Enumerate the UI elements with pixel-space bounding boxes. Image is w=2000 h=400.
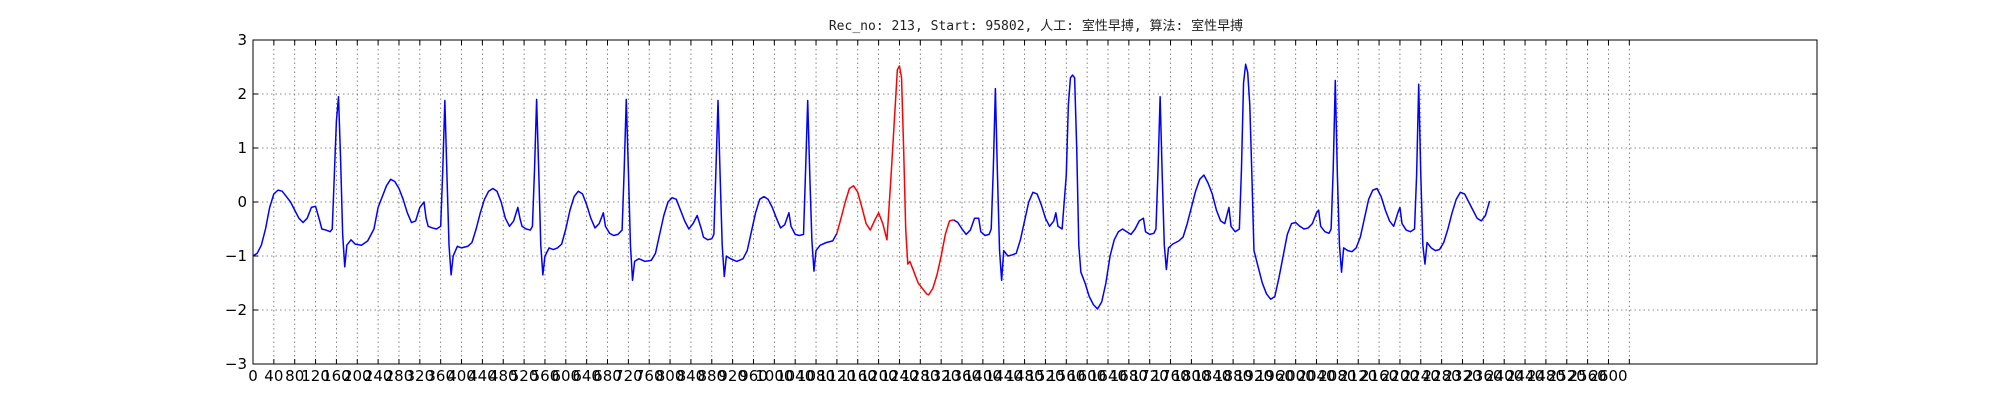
x-tick-label: 960 [739,367,768,385]
y-tick-label: 0 [237,193,247,211]
x-tick-label: 2240 [1402,367,1440,385]
x-tick-label: 560 [531,367,560,385]
x-tick-label: 2400 [1485,367,1523,385]
x-tick-label: 2200 [1381,367,1419,385]
x-tick-label: 2520 [1548,367,1586,385]
x-tick-label: 2040 [1297,367,1335,385]
x-tick-label: 2000 [1277,367,1315,385]
y-tick-label: −3 [225,355,247,373]
grid-layer [252,39,1817,365]
x-tick-label: 2440 [1506,367,1544,385]
x-tick-label: 520 [510,367,539,385]
x-tick-label: 2320 [1443,367,1481,385]
series-layer [252,63,1491,310]
x-tick-label: 1880 [1214,367,1252,385]
x-tick-label: 0 [248,367,258,385]
x-tick-label: 1080 [797,367,835,385]
x-tick-label: 2560 [1569,367,1607,385]
x-tick-label: 2160 [1360,367,1398,385]
x-tick-label: 1400 [964,367,1002,385]
x-tick-label: 400 [447,367,476,385]
x-tick-label: 2600 [1589,367,1627,385]
chart-title: Rec_no: 213, Start: 95802, 人工: 室性早搏, 算法:… [829,18,1243,34]
ecg-segment-2 [953,63,1491,310]
y-tick-label: 1 [237,139,247,157]
x-tick-label: 80 [285,367,304,385]
x-tick-label: 1440 [985,367,1023,385]
x-tick-label: 160 [322,367,351,385]
x-tick-label: 880 [697,367,726,385]
x-tick-label: 1320 [922,367,960,385]
x-tick-label: 1120 [818,367,856,385]
x-tick-label: 40 [264,367,283,385]
x-tick-label: 320 [406,367,435,385]
x-tick-label: 920 [718,367,747,385]
x-tick-label: 1720 [1131,367,1169,385]
x-tick-label: 2120 [1339,367,1377,385]
y-tick-label: −1 [225,247,247,265]
plot-frame [252,39,1818,365]
y-tick-label: 3 [237,31,247,49]
x-tick-label: 1920 [1235,367,1273,385]
x-tick-label: 2280 [1423,367,1461,385]
x-tick-label: 640 [572,367,601,385]
x-tick-label: 840 [677,367,706,385]
x-tick-label: 1560 [1047,367,1085,385]
x-tick-label: 1360 [943,367,981,385]
x-tick-label: 760 [635,367,664,385]
x-tick-label: 1480 [1005,367,1043,385]
x-tick-label: 1200 [860,367,898,385]
x-tick-label: 1280 [901,367,939,385]
x-tick-label: 2480 [1527,367,1565,385]
x-tick-label: 2080 [1318,367,1356,385]
x-tick-label: 360 [426,367,455,385]
x-tick-label: 280 [385,367,414,385]
x-tick-label: 1840 [1193,367,1231,385]
x-tick-label: 1600 [1068,367,1106,385]
y-tick-label: −2 [225,301,247,319]
x-tick-label: 1640 [1089,367,1127,385]
x-tick-label: 1160 [839,367,877,385]
x-tick-label: 680 [593,367,622,385]
ecg-segment-highlight-1 [836,65,954,296]
x-tick-label: 1520 [1026,367,1064,385]
x-tick-label: 800 [656,367,685,385]
x-tick-label: 1760 [1151,367,1189,385]
x-tick-label: 600 [551,367,580,385]
x-tick-label: 480 [489,367,518,385]
x-tick-label: 1800 [1172,367,1210,385]
x-tick-label: 1680 [1110,367,1148,385]
x-tick-label: 2360 [1464,367,1502,385]
x-tick-label: 1000 [755,367,793,385]
x-tick-label: 440 [468,367,497,385]
x-tick-label: 720 [614,367,643,385]
axis-layer: 0 40 8012016020024028032036040044048052056… [225,31,1817,385]
ecg-segment-0 [252,95,838,282]
x-tick-label: 240 [364,367,393,385]
x-tick-label: 200 [343,367,372,385]
x-tick-label: 1240 [880,367,918,385]
x-tick-label: 1960 [1256,367,1294,385]
x-tick-label: 120 [301,367,330,385]
y-tick-label: 2 [237,85,247,103]
x-tick-label: 1040 [776,367,814,385]
